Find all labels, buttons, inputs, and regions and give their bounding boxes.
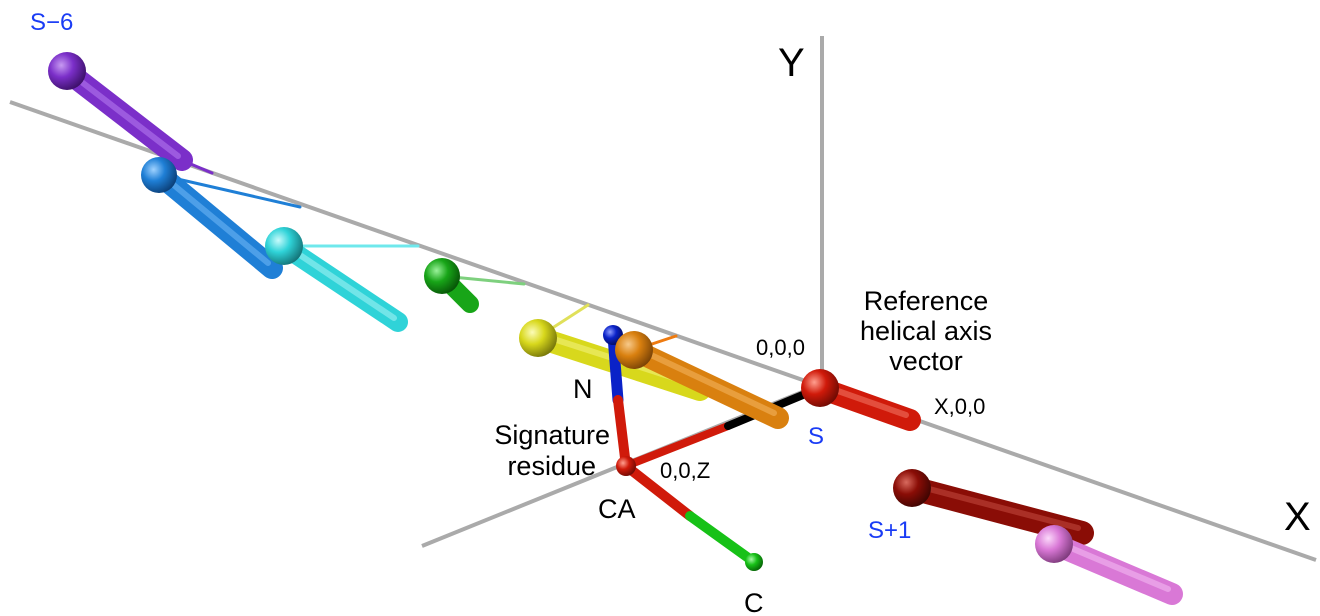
reference-vector-label-line3: vector (889, 346, 963, 376)
signature-residue-label-line2: residue (507, 451, 596, 481)
x-axis-label: X (1284, 495, 1311, 539)
ca-atom-label: CA (598, 494, 636, 524)
signature-residue-backbone (603, 325, 814, 571)
residue-green (424, 258, 479, 313)
residue-blue (141, 157, 283, 279)
residue-orange (615, 331, 789, 429)
residue-label-s-minus-6: S−6 (30, 9, 73, 36)
signature-residue-label-line1: Signature (494, 420, 610, 450)
residue-cyan (265, 227, 408, 332)
n-atom-label: N (573, 374, 593, 404)
ca-c-bond-green (685, 511, 759, 567)
c-atom-sphere (745, 553, 763, 571)
diagram-labels: Y X S−6 S S+1 0,0,0 X,0,0 0,0,Z N CA C S… (30, 9, 1311, 616)
c-atom-label: C (744, 588, 764, 616)
ca-c-bond-red (621, 461, 695, 521)
n-ca-bond-blue (607, 330, 624, 406)
residue-pink (1035, 525, 1183, 605)
n-ca-bond-red (613, 395, 631, 471)
x-axis-line (9, 100, 1317, 562)
axis-connector-lines (158, 160, 678, 348)
residue-label-s: S (808, 423, 824, 450)
residue-s-red (801, 369, 921, 431)
x-point-label: X,0,0 (934, 394, 985, 419)
residue-s-plus-1-darkred (893, 469, 1094, 545)
z-point-label: 0,0,Z (660, 458, 710, 483)
reference-vector-label-line1: Reference (864, 286, 989, 316)
ca-atom-sphere (616, 456, 636, 476)
origin-label: 0,0,0 (756, 335, 805, 360)
residue-label-s-plus-1: S+1 (868, 517, 911, 544)
ca-to-axis-red (622, 422, 732, 470)
y-axis-label: Y (778, 41, 805, 85)
residue-s-minus-6-purple (48, 52, 193, 171)
reference-vector-label-line2: helical axis (860, 316, 992, 346)
